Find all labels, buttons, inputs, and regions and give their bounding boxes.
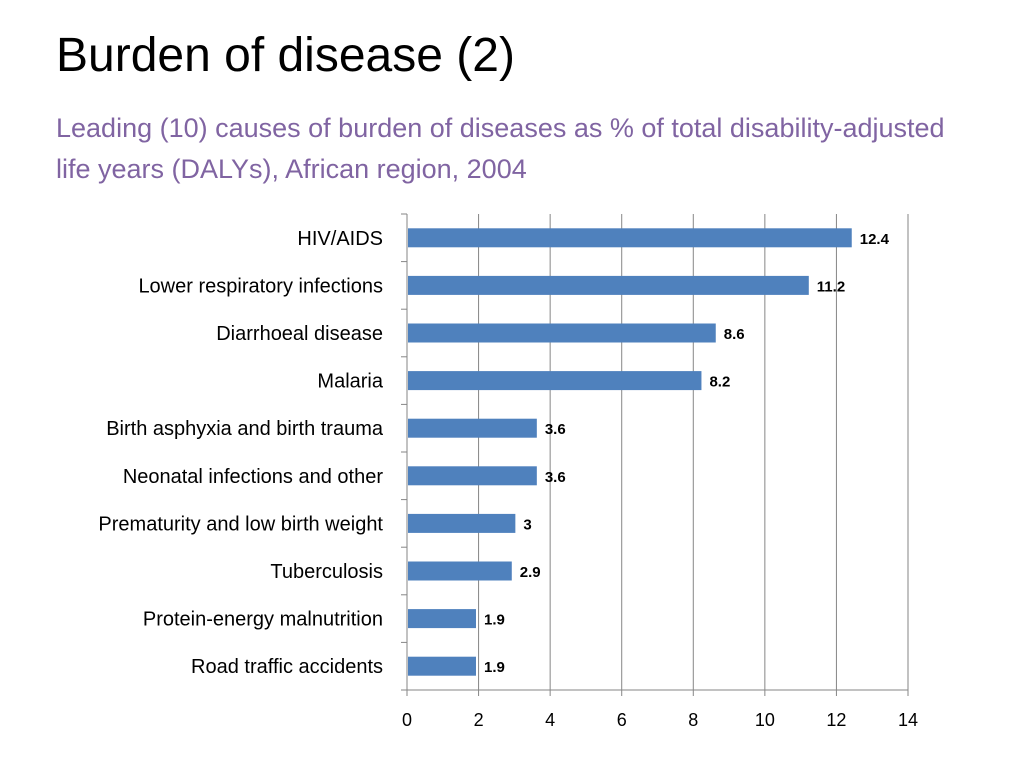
data-label: 12.4 (860, 231, 890, 248)
category-label: Protein-energy malnutrition (143, 609, 383, 631)
slide-subtitle: Leading (10) causes of burden of disease… (56, 113, 945, 184)
x-tick-label: 2 (474, 710, 484, 730)
category-label: HIV/AIDS (297, 228, 383, 250)
x-tick-label: 4 (545, 710, 555, 730)
x-tick-label: 14 (898, 710, 918, 730)
x-tick-label: 8 (688, 710, 698, 730)
data-label: 3.6 (545, 421, 566, 438)
bar (408, 466, 537, 486)
data-label: 11.2 (817, 278, 845, 295)
data-label: 8.2 (709, 374, 730, 391)
data-label: 1.9 (484, 612, 505, 629)
category-label: Neonatal infections and other (123, 466, 384, 488)
category-label: Road traffic accidents (191, 656, 383, 678)
bar (408, 228, 852, 248)
bar (408, 275, 809, 295)
data-label: 8.6 (724, 326, 745, 343)
category-label: Diarrhoeal disease (216, 323, 383, 345)
bar (408, 656, 476, 676)
x-tick-label: 12 (826, 710, 846, 730)
bar (408, 513, 516, 533)
category-label: Birth asphyxia and birth trauma (106, 418, 384, 440)
x-tick-label: 0 (402, 710, 412, 730)
bar (408, 609, 476, 629)
bar (408, 371, 702, 391)
bar (408, 561, 512, 581)
category-label: Malaria (317, 371, 383, 393)
category-label: Tuberculosis (270, 561, 383, 583)
data-label: 3 (523, 516, 531, 533)
bar (408, 323, 716, 343)
bar (408, 418, 537, 438)
category-label: Prematurity and low birth weight (98, 513, 383, 535)
x-tick-label: 6 (617, 710, 627, 730)
data-label: 2.9 (520, 564, 541, 581)
data-label: 1.9 (484, 659, 505, 676)
data-label: 3.6 (545, 469, 566, 486)
slide-title: Burden of disease (2) (56, 29, 515, 82)
category-label: Lower respiratory infections (138, 275, 383, 297)
x-tick-label: 10 (755, 710, 775, 730)
